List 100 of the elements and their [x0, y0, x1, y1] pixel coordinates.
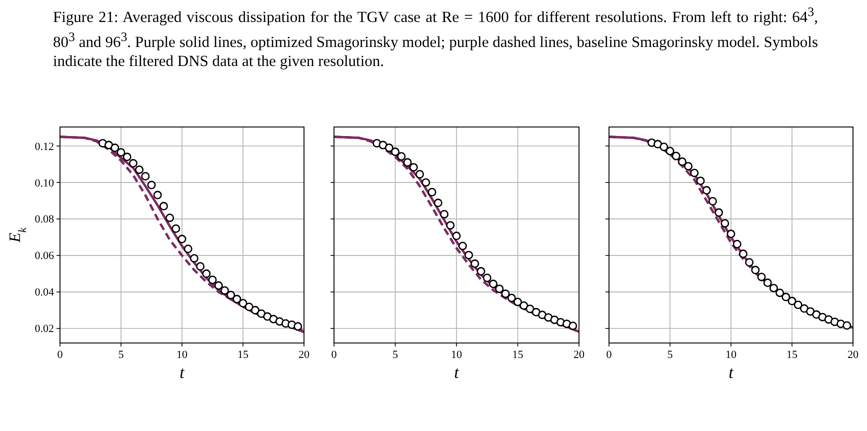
point — [434, 198, 442, 208]
x-axis-title: t — [180, 363, 186, 382]
y-tick-label: 0.02 — [34, 323, 54, 336]
point — [147, 180, 156, 190]
point — [464, 250, 473, 260]
point — [726, 230, 736, 238]
point — [666, 146, 674, 156]
x-tick-label: 10 — [176, 349, 188, 361]
point — [794, 300, 802, 310]
x-axis-title: t — [454, 363, 460, 382]
x-tick-label: 15 — [512, 349, 524, 361]
point — [391, 148, 400, 156]
point — [482, 274, 492, 282]
y-tick-label: 0.12 — [34, 140, 54, 153]
point — [220, 286, 229, 295]
point — [135, 165, 144, 174]
point — [788, 296, 796, 306]
point — [458, 242, 467, 250]
point — [244, 302, 254, 312]
x-tick-label: 20 — [298, 349, 310, 361]
text: Figure 21: Averaged viscous dissipation for the TGV case at Re = 1600 for different resolutions. From left to right: 64$^{3}$, 80$^{3}$ and 96$^{3}$. Purple solid lines, optimized Smagorinsky model; purple dashed lines, baseline Smagorinsky model. Symbols indicate the filtered DNS data at the given resolution. — [53, 4, 818, 70]
point — [428, 188, 436, 196]
x-tick-label: 5 — [392, 349, 398, 361]
y-tick-label: 0.08 — [34, 214, 54, 226]
point — [153, 190, 162, 200]
point — [514, 298, 522, 306]
point — [526, 304, 534, 314]
point — [782, 292, 790, 302]
x-tick-label: 0 — [331, 349, 338, 361]
x-tick-label: 10 — [451, 349, 462, 361]
point — [800, 304, 808, 313]
x-tick-label: 5 — [667, 349, 674, 361]
x-tick-label: 20 — [574, 349, 585, 361]
point — [806, 307, 815, 316]
y-tick-label: 0.10 — [34, 177, 54, 190]
point — [776, 288, 784, 298]
point — [757, 272, 766, 282]
point — [440, 210, 448, 218]
point — [128, 159, 138, 168]
point — [172, 224, 180, 233]
x-tick-label: 0 — [606, 349, 612, 361]
point — [122, 152, 132, 162]
point — [409, 163, 418, 172]
point — [202, 269, 211, 278]
point — [250, 306, 260, 314]
point — [501, 289, 510, 298]
point — [672, 152, 680, 160]
point — [110, 144, 120, 152]
point — [403, 158, 412, 167]
point — [720, 219, 730, 228]
point — [708, 197, 717, 206]
point — [532, 308, 540, 316]
y-tick-label: 0.04 — [34, 286, 54, 299]
point — [190, 254, 198, 263]
point — [507, 294, 516, 302]
point — [654, 140, 662, 148]
point — [684, 162, 693, 170]
point — [476, 267, 486, 276]
point — [141, 172, 150, 181]
point — [384, 144, 394, 152]
point — [745, 258, 754, 267]
point — [538, 310, 546, 320]
x-tick-label: 0 — [57, 349, 64, 361]
point — [226, 290, 236, 300]
point — [397, 152, 406, 161]
point — [489, 280, 498, 288]
point — [470, 259, 480, 268]
point — [732, 240, 742, 248]
point — [568, 322, 578, 330]
x-tick-label: 10 — [726, 349, 737, 361]
point — [178, 234, 186, 244]
point — [751, 266, 760, 274]
point — [738, 250, 748, 258]
point — [294, 322, 302, 331]
point — [116, 148, 126, 157]
point — [696, 176, 705, 186]
y-tick-label: 0.06 — [34, 250, 54, 262]
point — [660, 142, 668, 152]
point — [842, 321, 852, 330]
x-tick-label: 20 — [848, 349, 859, 361]
point — [238, 298, 248, 308]
x-axis-title: t — [728, 363, 735, 382]
point — [214, 281, 223, 290]
point — [763, 278, 772, 288]
x-tick-label: 5 — [118, 349, 124, 361]
point — [452, 232, 461, 240]
point — [702, 186, 711, 195]
point — [166, 214, 174, 222]
point — [159, 202, 168, 210]
point — [714, 208, 724, 217]
point — [416, 170, 424, 178]
point — [446, 221, 455, 230]
point — [196, 262, 205, 271]
point — [208, 276, 217, 284]
point — [422, 178, 430, 187]
point — [678, 157, 686, 166]
point — [257, 309, 266, 318]
point — [232, 294, 242, 304]
point — [690, 168, 699, 178]
point — [769, 284, 778, 292]
